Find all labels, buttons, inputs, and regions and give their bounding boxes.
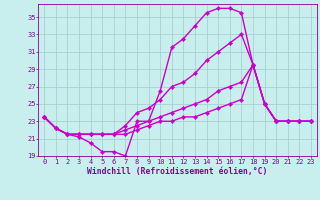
X-axis label: Windchill (Refroidissement éolien,°C): Windchill (Refroidissement éolien,°C) — [87, 167, 268, 176]
